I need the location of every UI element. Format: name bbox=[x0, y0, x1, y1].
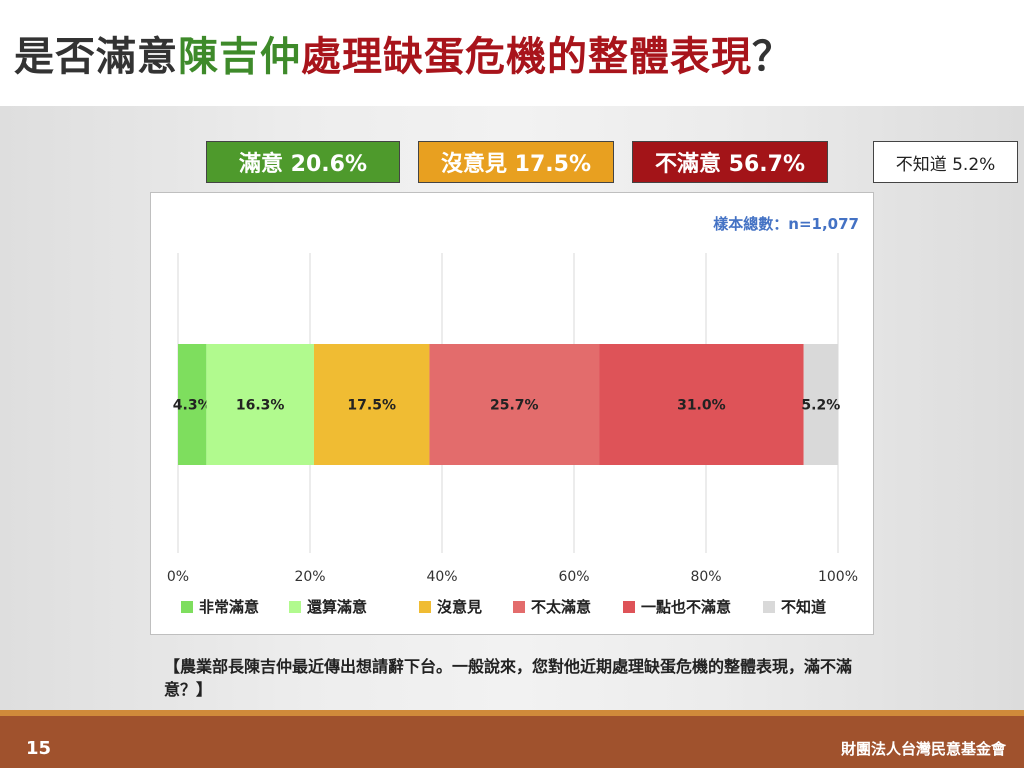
title-part-topic: 處理缺蛋危機的整體表現 bbox=[301, 34, 752, 80]
x-tick-label: 40% bbox=[426, 569, 457, 585]
legend-label: 一點也不滿意 bbox=[641, 598, 731, 616]
x-tick-label: 0% bbox=[167, 569, 189, 585]
page-number: 15 bbox=[26, 738, 52, 759]
legend-swatch bbox=[181, 601, 193, 613]
legend-swatch bbox=[289, 601, 301, 613]
page-title: 是否滿意陳吉仲處理缺蛋危機的整體表現？ bbox=[14, 24, 793, 82]
x-tick-label: 60% bbox=[558, 569, 589, 585]
title-part-lead: 是否滿意 bbox=[14, 34, 178, 80]
data-label: 25.7% bbox=[490, 398, 539, 414]
title-part-name: 陳吉仲 bbox=[178, 34, 301, 80]
chart-panel: 樣本總數：n=1,077 0% 20% 40% 60% 80% 100% 4.3% 16.3%… bbox=[150, 192, 874, 635]
sample-size-note: 樣本總數：n=1,077 bbox=[713, 215, 859, 233]
stacked-bar-chart: 0% 20% 40% 60% 80% 100% 4.3% 16.3% 17.5% 25.7% 31.… bbox=[167, 253, 858, 616]
bar-segment bbox=[206, 344, 314, 465]
summary-dont-know: 不知道 5.2% bbox=[873, 141, 1018, 183]
bar-segment bbox=[599, 344, 804, 465]
survey-question: 【農業部長陳吉仲最近傳出想請辭下台。一般說來，您對他近期處理缺蛋危機的整體表現，… bbox=[164, 657, 853, 699]
summary-no-opinion: 沒意見 17.5% bbox=[418, 141, 614, 183]
bar-segment bbox=[178, 344, 207, 465]
legend-swatch bbox=[513, 601, 525, 613]
bar-segment bbox=[803, 344, 838, 465]
bar-segment bbox=[313, 344, 430, 465]
legend-swatch bbox=[419, 601, 431, 613]
x-tick-label: 80% bbox=[690, 569, 721, 585]
legend-label: 沒意見 bbox=[437, 598, 482, 616]
x-tick-label: 20% bbox=[294, 569, 325, 585]
title-bar: 是否滿意陳吉仲處理缺蛋危機的整體表現？ bbox=[0, 0, 1024, 106]
bar-segment bbox=[429, 344, 600, 465]
summary-dissatisfied: 不滿意 56.7% bbox=[632, 141, 828, 183]
data-label: 5.2% bbox=[801, 398, 840, 414]
legend-swatch bbox=[623, 601, 635, 613]
legend-label: 還算滿意 bbox=[307, 598, 367, 616]
data-label: 16.3% bbox=[236, 398, 285, 414]
data-label: 4.3% bbox=[173, 398, 212, 414]
x-tick-label: 100% bbox=[818, 569, 858, 585]
legend-label: 不太滿意 bbox=[531, 598, 591, 616]
footer-bar: 15 財團法人台灣民意基金會 bbox=[0, 710, 1024, 768]
data-label: 31.0% bbox=[677, 398, 726, 414]
legend-swatch bbox=[763, 601, 775, 613]
data-label: 17.5% bbox=[347, 398, 396, 414]
organization-name: 財團法人台灣民意基金會 bbox=[840, 740, 1006, 758]
summary-satisfied: 滿意 20.6% bbox=[206, 141, 400, 183]
legend-label: 非常滿意 bbox=[199, 598, 259, 616]
legend-label: 不知道 bbox=[781, 598, 826, 616]
title-part-question-mark: ？ bbox=[752, 34, 793, 80]
